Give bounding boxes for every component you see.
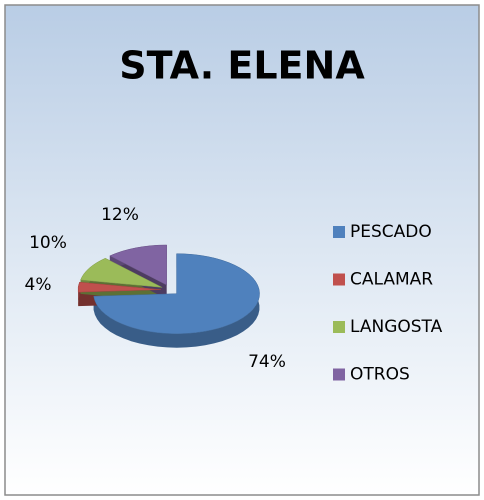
legend-label: LANGOSTA — [350, 317, 443, 337]
legend-swatch — [333, 368, 345, 381]
pie-slice — [80, 257, 163, 288]
pie-slice — [93, 253, 260, 334]
legend: PESCADO CALAMAR LANGOSTA OTROS — [333, 222, 443, 385]
legend-label: PESCADO — [350, 222, 432, 242]
data-label: 12% — [101, 205, 139, 225]
legend-swatch — [333, 321, 345, 333]
data-label: 4% — [25, 275, 52, 295]
legend-swatch — [333, 273, 345, 286]
chart-title: STA. ELENA — [119, 44, 365, 88]
pie: 74% 4% 10% 12% — [25, 205, 286, 372]
legend-swatch — [333, 226, 345, 238]
pie-slice — [109, 244, 167, 286]
legend-label: OTROS — [350, 365, 410, 385]
data-label: 74% — [248, 352, 286, 372]
pie-slice — [77, 281, 162, 293]
chart-area — [4, 4, 480, 496]
legend-label: CALAMAR — [350, 270, 433, 290]
data-label: 10% — [29, 233, 67, 253]
